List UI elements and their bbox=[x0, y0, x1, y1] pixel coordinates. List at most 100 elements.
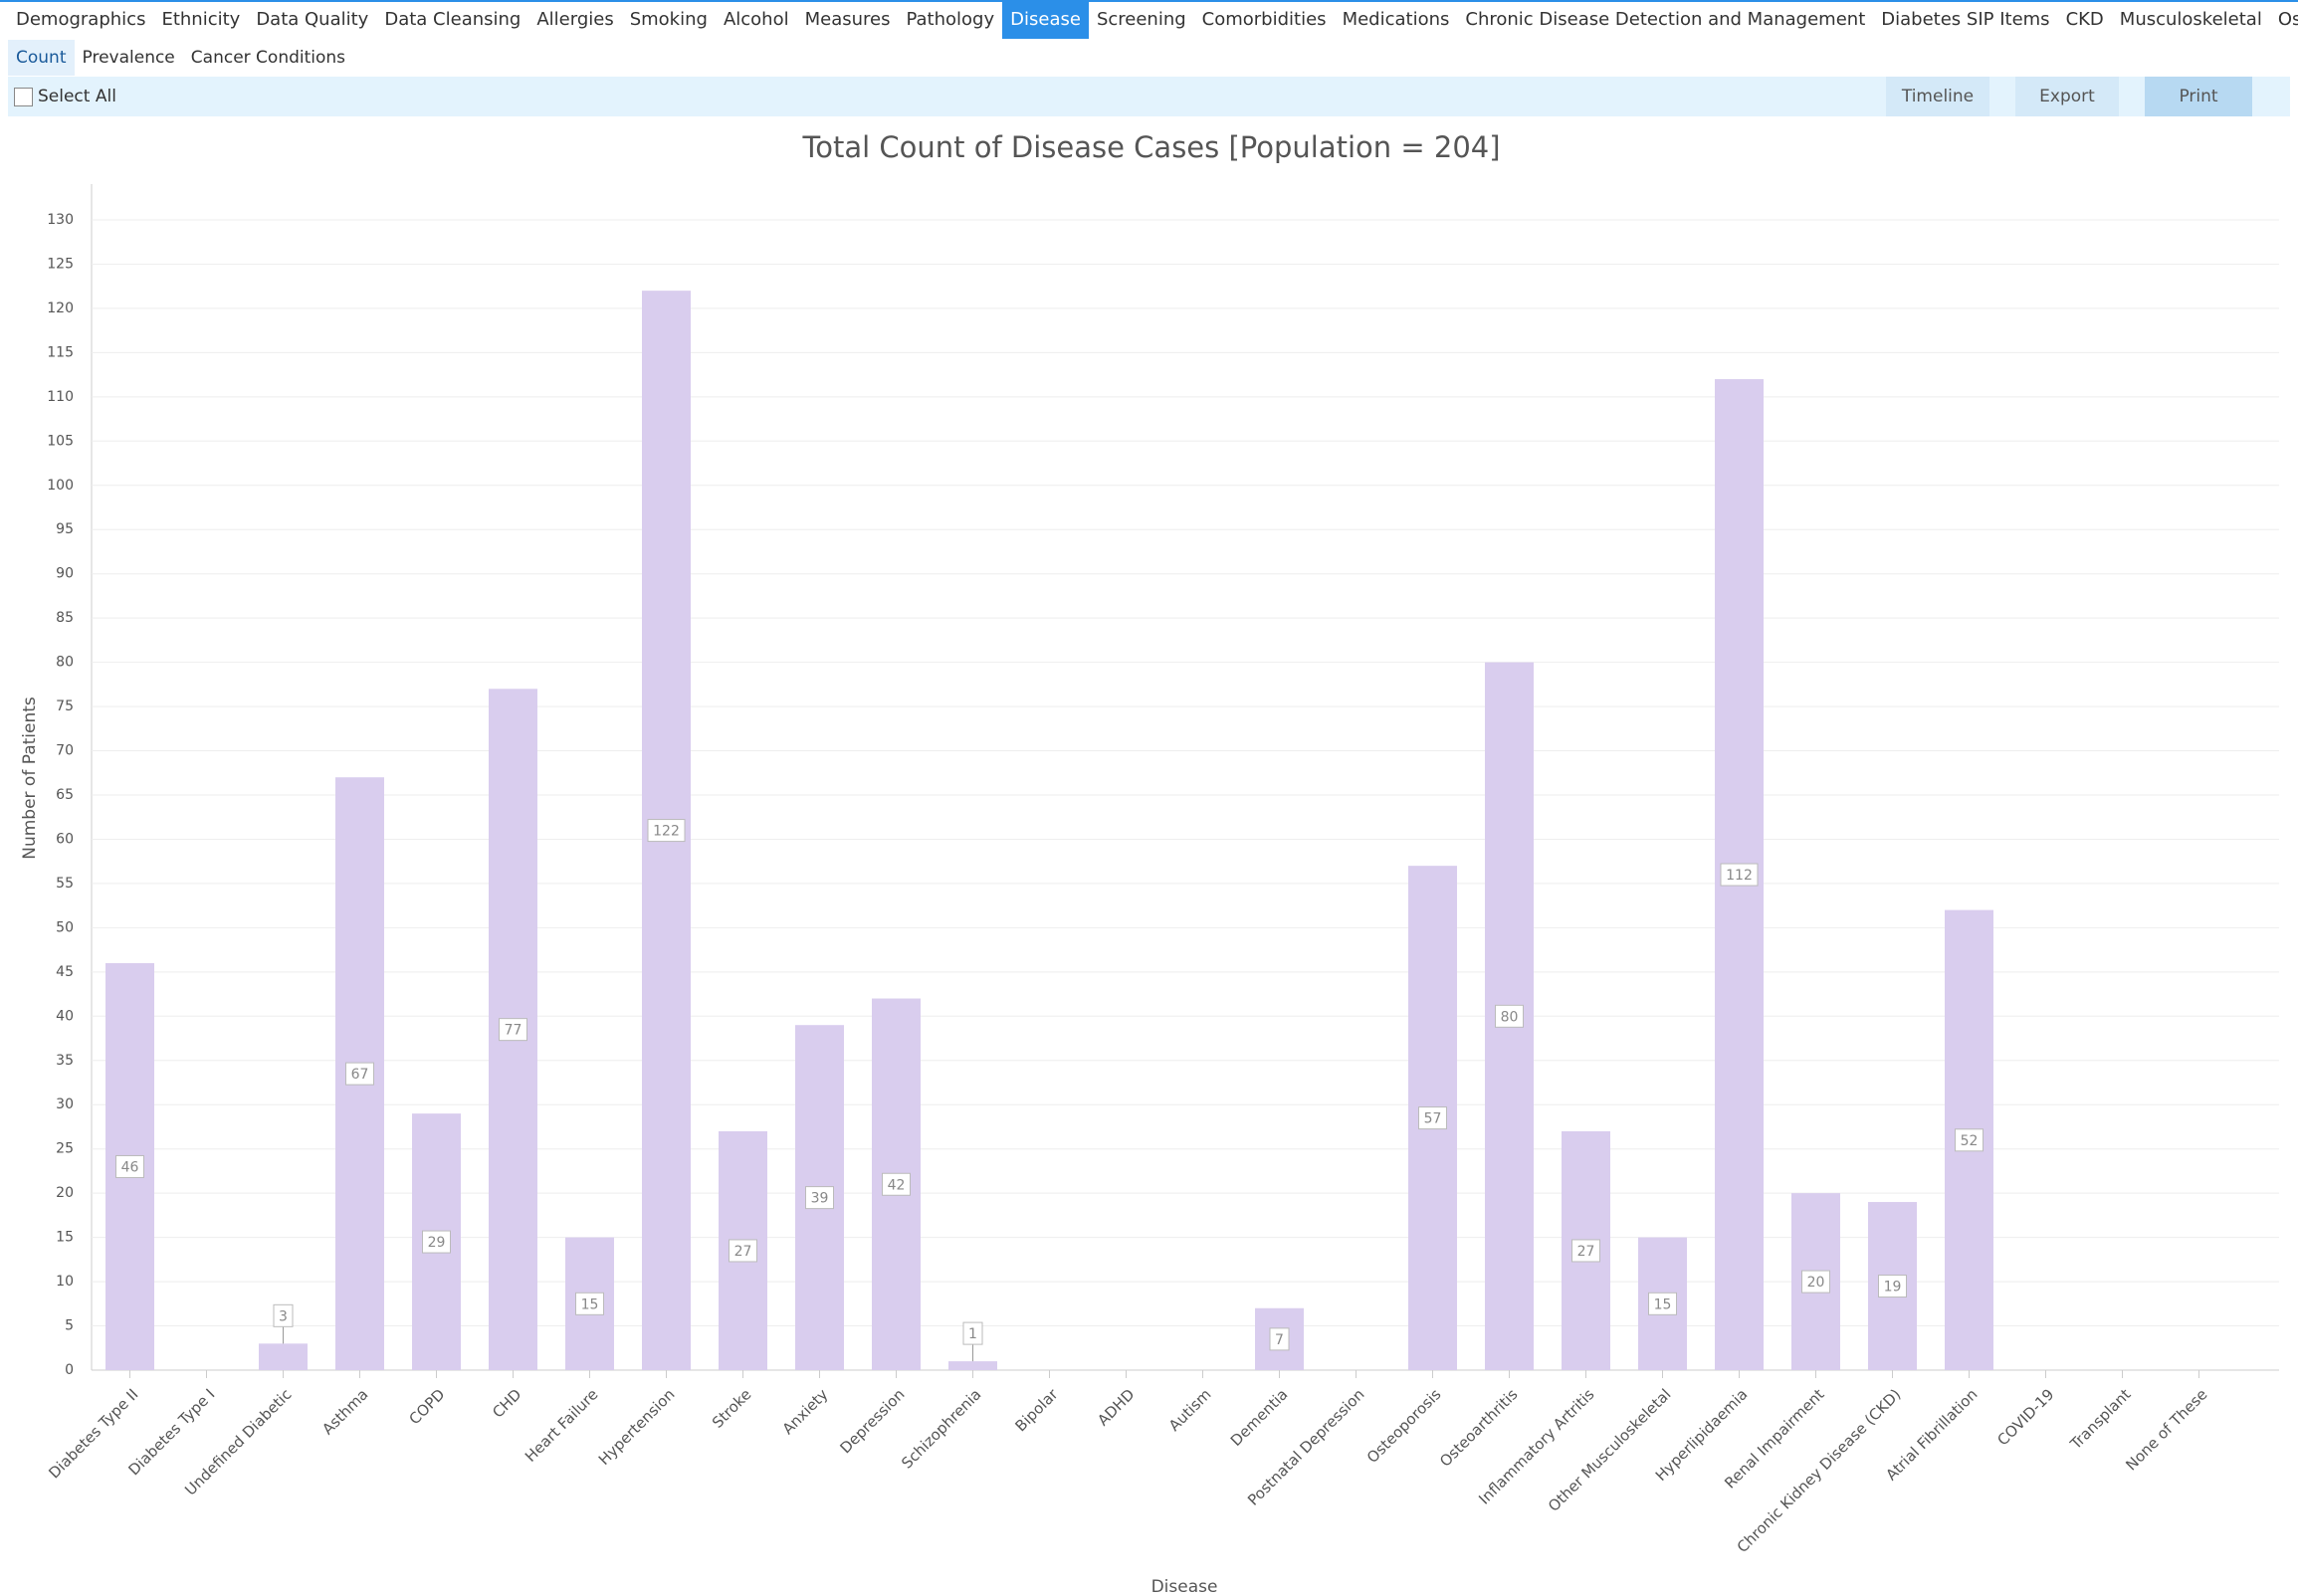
y-tick-label: 65 bbox=[56, 787, 74, 803]
tab[interactable]: Medications bbox=[1342, 9, 1450, 30]
x-tick-label: Heart Failure bbox=[522, 1385, 602, 1466]
tab[interactable]: Data Quality bbox=[256, 9, 369, 30]
data-label: 7 bbox=[1275, 1332, 1284, 1348]
data-label: 57 bbox=[1424, 1111, 1442, 1127]
bar bbox=[259, 1343, 308, 1370]
tab[interactable]: Comorbidities bbox=[1201, 9, 1327, 30]
data-label-box bbox=[345, 1062, 374, 1086]
y-tick-label: 95 bbox=[56, 521, 74, 537]
tab[interactable]: Screening bbox=[1096, 9, 1186, 30]
x-tick-label: Dementia bbox=[1227, 1385, 1292, 1450]
y-tick-label: 35 bbox=[56, 1053, 74, 1069]
y-tick-label: 105 bbox=[47, 433, 74, 449]
button[interactable]: Print bbox=[2145, 77, 2252, 116]
y-tick-label: 125 bbox=[47, 256, 74, 272]
y-tick-label: 40 bbox=[56, 1008, 74, 1024]
data-label-box bbox=[1418, 1106, 1447, 1130]
data-label-box bbox=[115, 1154, 144, 1178]
subtab[interactable]: Cancer Conditions bbox=[190, 48, 346, 68]
tab[interactable]: Pathology bbox=[906, 9, 995, 30]
tab[interactable]: Ethnicity bbox=[161, 9, 241, 30]
y-tick-label: 30 bbox=[56, 1097, 74, 1112]
x-tick-label: Anxiety bbox=[779, 1385, 832, 1438]
y-tick-label: 50 bbox=[56, 919, 74, 935]
x-tick-label: COPD bbox=[405, 1385, 448, 1428]
tab[interactable]: CKD bbox=[2065, 9, 2104, 30]
subtab[interactable]: Count bbox=[8, 40, 75, 76]
subtab-bar: Count Prevalence Cancer Conditions bbox=[0, 39, 2298, 77]
x-tick-label: Schizophrenia bbox=[898, 1385, 984, 1472]
data-label-box bbox=[1955, 1128, 1984, 1152]
data-label-box bbox=[1269, 1327, 1290, 1351]
data-label-box bbox=[499, 1018, 527, 1042]
data-label-box bbox=[1571, 1239, 1600, 1263]
data-label-box bbox=[1720, 863, 1759, 887]
x-tick-label: Hypertension bbox=[595, 1385, 679, 1469]
y-tick-label: 55 bbox=[56, 876, 74, 892]
data-label-box bbox=[1878, 1275, 1907, 1298]
tab[interactable]: Data Cleansing bbox=[384, 9, 522, 30]
chart-title: Total Count of Disease Cases [Population… bbox=[801, 130, 1500, 164]
y-tick-label: 100 bbox=[47, 478, 74, 494]
y-tick-label: 75 bbox=[56, 698, 74, 714]
y-tick-label: 10 bbox=[56, 1274, 74, 1290]
data-label-box bbox=[882, 1172, 911, 1196]
data-label: 46 bbox=[121, 1159, 139, 1175]
data-label: 1 bbox=[968, 1326, 977, 1342]
data-label: 15 bbox=[581, 1297, 599, 1312]
x-tick-label: Stroke bbox=[709, 1385, 755, 1432]
tab[interactable]: Diabetes SIP Items bbox=[1881, 9, 2050, 30]
y-tick-label: 45 bbox=[56, 964, 74, 980]
data-label: 67 bbox=[351, 1067, 369, 1083]
data-label: 27 bbox=[1577, 1244, 1595, 1260]
data-label-box bbox=[1648, 1292, 1677, 1315]
y-tick-label: 5 bbox=[65, 1318, 74, 1334]
y-tick-label: 130 bbox=[47, 212, 74, 228]
data-label: 27 bbox=[734, 1244, 752, 1260]
data-label-box bbox=[962, 1321, 983, 1345]
data-label: 122 bbox=[653, 824, 680, 840]
toolbar: Select All Timeline Export Print bbox=[8, 77, 2290, 116]
x-tick-label: COVID-19 bbox=[1993, 1385, 2057, 1449]
tab[interactable]: Alcohol bbox=[723, 9, 789, 30]
data-label-box bbox=[422, 1230, 451, 1254]
tab[interactable]: Musculoskeletal bbox=[2119, 9, 2262, 30]
tab[interactable]: Demographics bbox=[16, 9, 146, 30]
button[interactable]: Export bbox=[2015, 77, 2119, 116]
x-tick-label: None of These bbox=[2122, 1385, 2210, 1474]
tab[interactable]: Disease bbox=[1002, 2, 1089, 39]
y-tick-label: 115 bbox=[47, 344, 74, 360]
data-label: 77 bbox=[505, 1023, 522, 1039]
x-tick-label: Asthma bbox=[318, 1385, 371, 1438]
data-label: 3 bbox=[279, 1308, 288, 1324]
y-tick-label: 15 bbox=[56, 1230, 74, 1246]
buttons: Timeline Export Print bbox=[1860, 77, 2252, 116]
tab[interactable]: Osteoporosis bbox=[2277, 9, 2298, 30]
data-label-box bbox=[1801, 1270, 1830, 1294]
y-axis-title: Number of Patients bbox=[20, 697, 40, 860]
data-label: 52 bbox=[1961, 1133, 1979, 1149]
data-label: 80 bbox=[1501, 1009, 1519, 1025]
x-tick-label: Chronic Kidney Disease (CKD) bbox=[1734, 1385, 1905, 1556]
bar bbox=[948, 1361, 997, 1370]
data-label-box bbox=[273, 1303, 294, 1327]
y-tick-label: 25 bbox=[56, 1141, 74, 1157]
tab[interactable]: Chronic Disease Detection and Management bbox=[1465, 9, 1866, 30]
x-tick-label: ADHD bbox=[1094, 1385, 1138, 1429]
tab[interactable]: Smoking bbox=[629, 9, 708, 30]
button[interactable]: Timeline bbox=[1886, 77, 1989, 116]
select-all[interactable]: Select All bbox=[14, 87, 116, 106]
tab[interactable]: Measures bbox=[804, 9, 891, 30]
y-tick-label: 70 bbox=[56, 743, 74, 759]
tab[interactable]: Allergies bbox=[536, 9, 614, 30]
y-tick-label: 85 bbox=[56, 610, 74, 626]
y-tick-label: 80 bbox=[56, 655, 74, 671]
data-label-box bbox=[729, 1239, 757, 1263]
subtab[interactable]: Prevalence bbox=[82, 48, 175, 68]
data-label: 39 bbox=[811, 1191, 829, 1207]
data-label-box bbox=[1495, 1004, 1524, 1028]
checkbox[interactable] bbox=[14, 87, 33, 106]
x-tick-label: Osteoporosis bbox=[1363, 1385, 1445, 1467]
y-tick-label: 20 bbox=[56, 1185, 74, 1201]
y-tick-label: 120 bbox=[47, 300, 74, 316]
